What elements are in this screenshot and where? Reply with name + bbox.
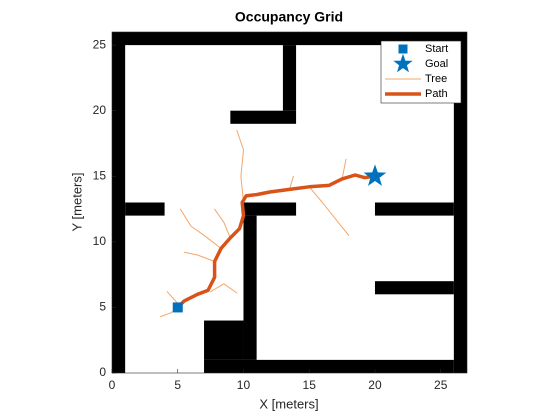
y-tick-label: 20 [93,103,107,117]
y-tick-label: 15 [93,168,107,182]
chart-title: Occupancy Grid [235,9,343,25]
y-axis-label: Y [meters] [69,172,84,231]
legend-label: Path [425,88,448,100]
occupied-cell [112,32,126,373]
occupied-cell [243,202,297,216]
x-tick-label: 20 [368,378,382,392]
occupied-cell [125,202,165,216]
start-marker [172,302,183,313]
x-tick-label: 15 [303,378,317,392]
series-line [160,129,350,318]
y-tick-label: 5 [99,300,106,314]
occupied-cell [204,359,454,373]
y-tick-label: 10 [93,234,107,248]
legend: Start Goal Tree Path [380,40,462,104]
x-tick-label: 10 [237,378,251,392]
legend-label: Start [425,43,448,55]
occupied-cell [282,45,297,111]
series-line [175,173,377,310]
x-tick-label: 5 [174,378,181,392]
x-axis-label: X [meters] [259,396,318,411]
plot-frame [111,31,468,374]
occupied-cell [230,110,297,124]
legend-symbol [393,53,413,73]
legend-symbol [398,44,408,54]
occupied-cell [112,32,467,46]
y-tick-label: 0 [99,365,106,379]
occupied-cell [453,32,467,373]
occupied-cell [374,202,454,216]
y-tick-label: 25 [93,37,107,51]
x-tick-label: 25 [434,378,448,392]
legend-label: Goal [425,58,448,70]
legend-label: Tree [425,73,447,85]
occupied-cell [204,320,244,360]
goal-marker [363,164,387,186]
occupied-cell [243,215,257,360]
x-tick-label: 0 [109,378,116,392]
occupied-cell [374,281,454,295]
